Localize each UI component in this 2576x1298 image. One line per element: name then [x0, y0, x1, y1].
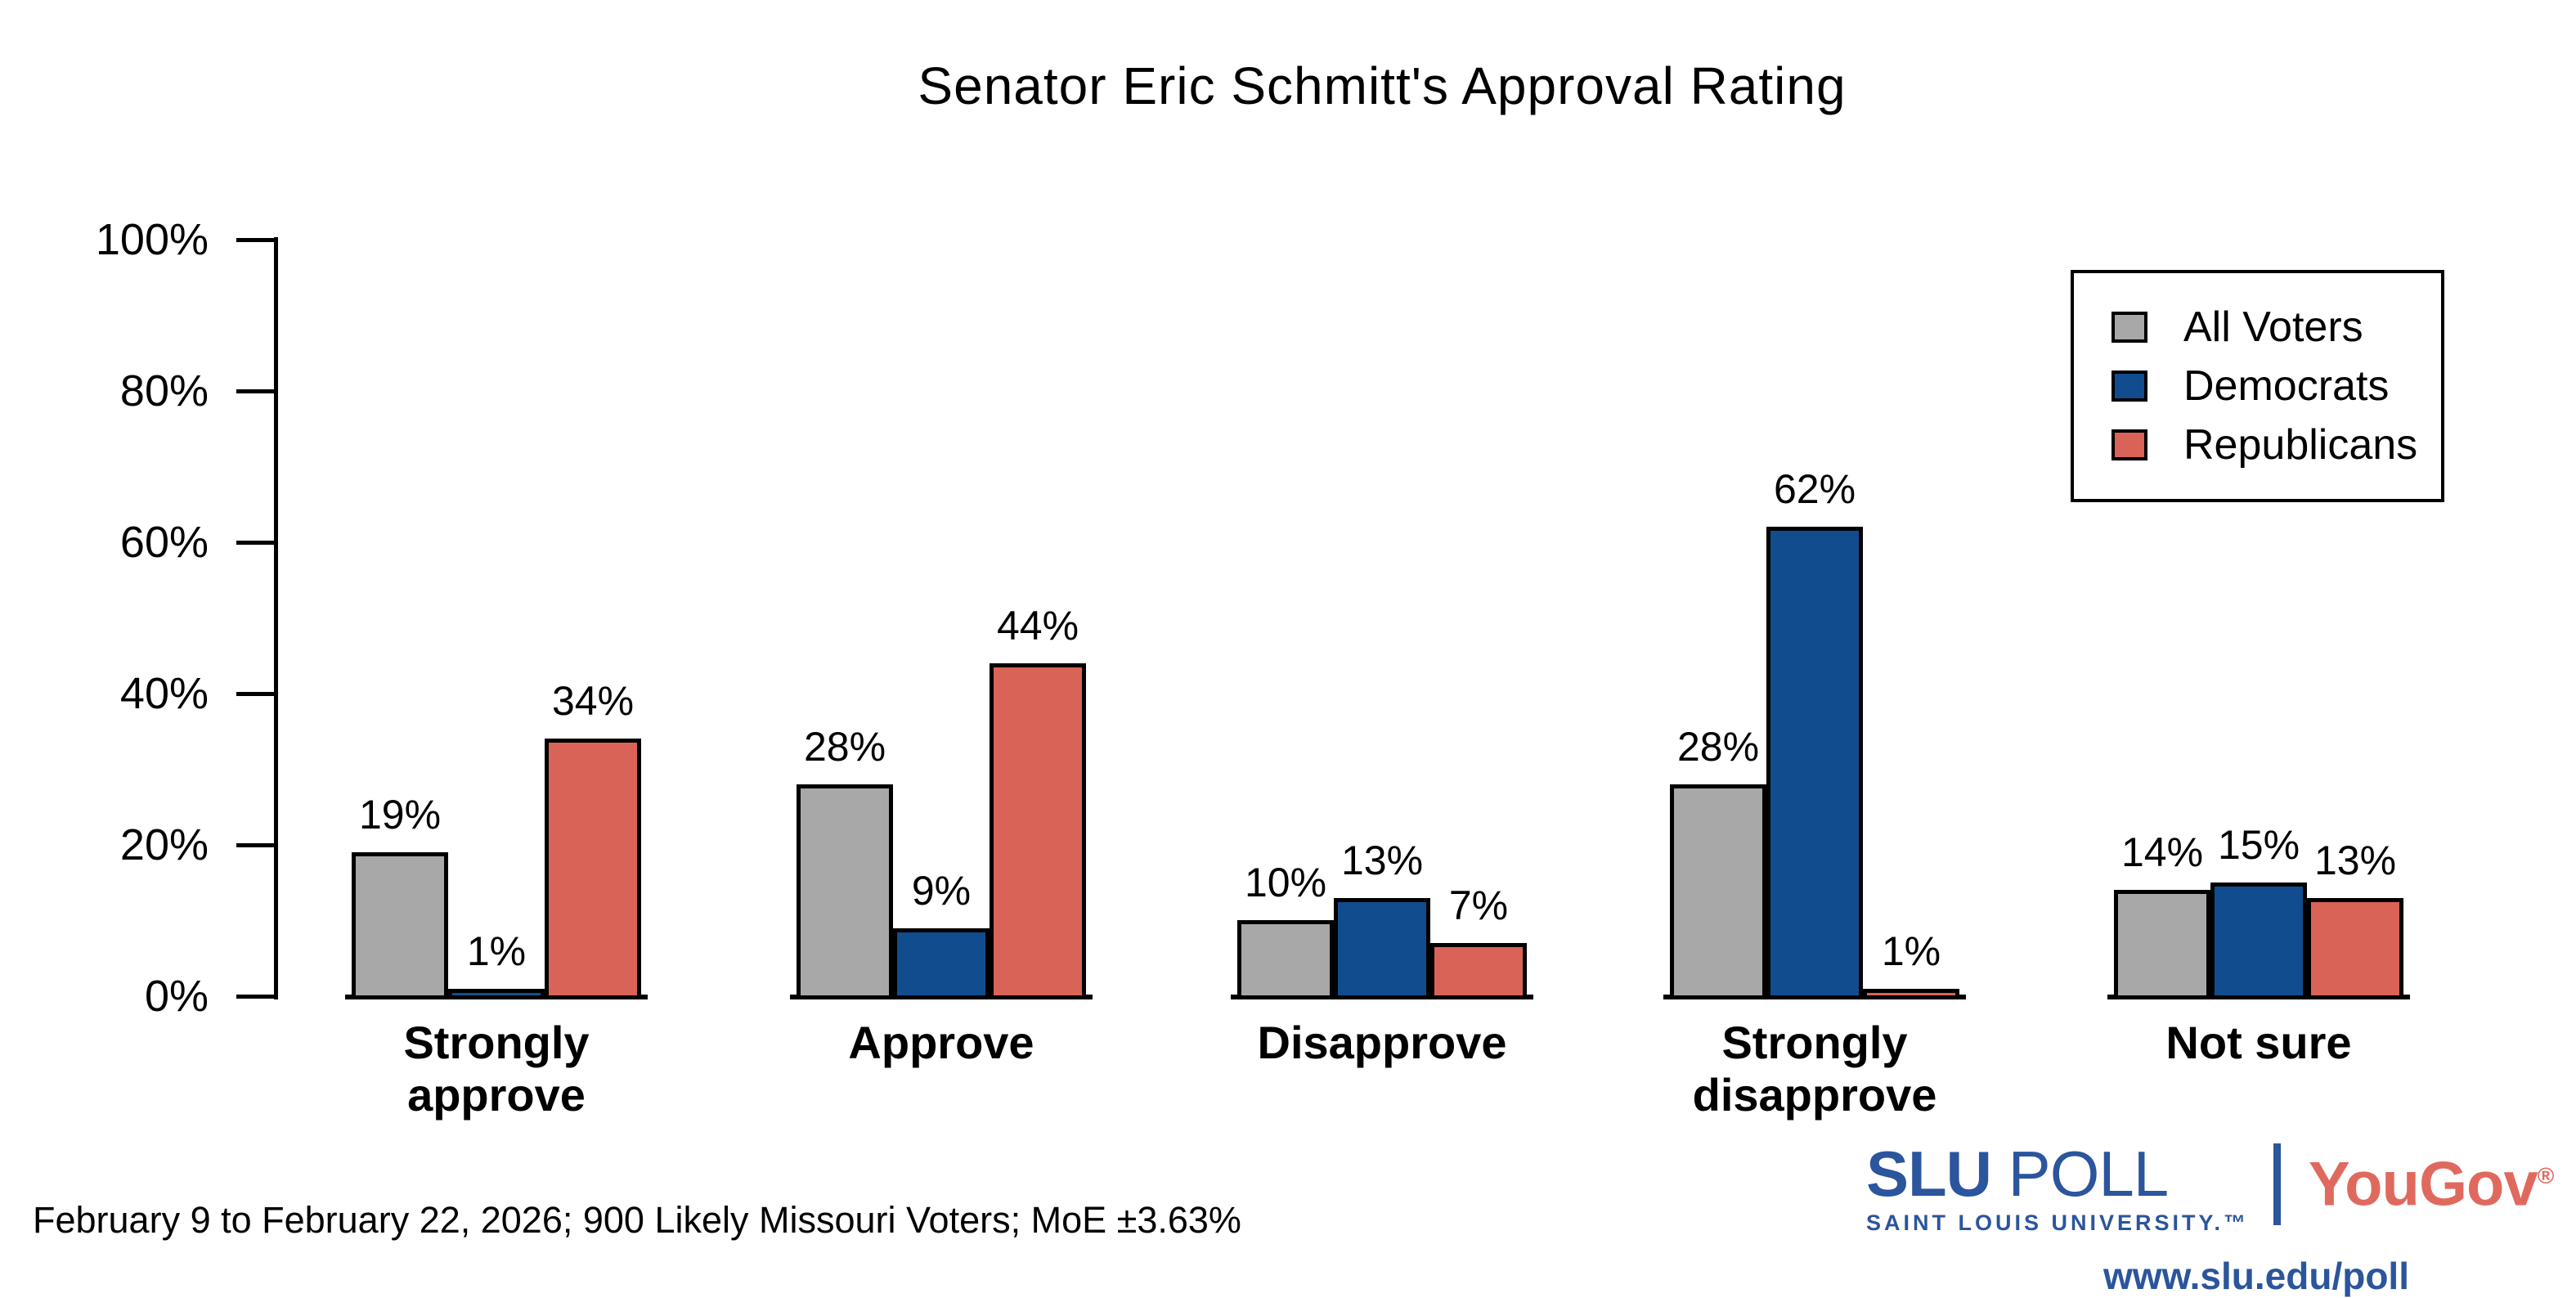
- bar-value-label: 1%: [1881, 928, 1941, 974]
- bar-value-label: 10%: [1244, 860, 1327, 905]
- bar-value-label: 13%: [2313, 838, 2397, 883]
- bar-republicans: [990, 663, 1086, 999]
- category-label: Strongly approve: [403, 1017, 590, 1121]
- y-axis-tick: [236, 843, 274, 847]
- y-axis-tick: [236, 389, 274, 393]
- legend-swatch: [2112, 429, 2147, 460]
- branding: SLU POLL SAINT LOUIS UNIVERSITY.™ YouGov…: [1866, 1142, 2554, 1298]
- y-axis-tick: [236, 541, 274, 545]
- bar-democrats: [893, 928, 990, 999]
- bar-all-voters: [352, 852, 448, 999]
- footnote: February 9 to February 22, 2026; 900 Lik…: [33, 1199, 1241, 1241]
- bar-value-label: 13%: [1340, 838, 1424, 883]
- bar-republicans: [545, 739, 641, 999]
- bar-democrats: [2210, 883, 2307, 999]
- bar-republicans: [1863, 989, 1959, 999]
- category-label: Not sure: [2165, 1017, 2352, 1068]
- legend: All Voters Democrats Republicans: [2071, 270, 2444, 502]
- legend-swatch: [2112, 371, 2147, 402]
- y-axis-line: [274, 237, 278, 999]
- category-label: Disapprove: [1257, 1017, 1507, 1068]
- bar-republicans: [1430, 943, 1527, 999]
- bar-value-label: 28%: [803, 724, 886, 770]
- y-axis-tick-label: 60%: [119, 518, 209, 567]
- bar-value-label: 62%: [1773, 466, 1856, 512]
- poll-logo-text: POLL: [2008, 1138, 2169, 1210]
- y-axis-tick: [236, 238, 274, 242]
- bar-republicans: [2307, 898, 2403, 999]
- y-axis-tick-label: 80%: [119, 366, 209, 415]
- yougov-logo-text: YouGov: [2309, 1149, 2538, 1219]
- bar-value-label: 14%: [2120, 829, 2204, 875]
- slu-poll-wordmark: SLU POLL: [1866, 1142, 2249, 1206]
- bar-value-label: 44%: [996, 603, 1079, 649]
- bar-democrats: [1334, 898, 1430, 999]
- legend-label: All Voters: [2183, 303, 2363, 351]
- registered-mark: ®: [2537, 1163, 2555, 1188]
- bar-all-voters: [1670, 784, 1766, 999]
- bar-democrats: [448, 989, 545, 999]
- y-axis-tick: [236, 995, 274, 999]
- bar-democrats: [1766, 527, 1863, 999]
- slu-poll-logo: SLU POLL SAINT LOUIS UNIVERSITY.™: [1866, 1142, 2250, 1236]
- slu-university-text: SAINT LOUIS UNIVERSITY.™: [1866, 1210, 2250, 1235]
- slu-logo-text: SLU: [1866, 1138, 1992, 1210]
- bar-value-label: 7%: [1448, 883, 1509, 928]
- bar-value-label: 28%: [1676, 724, 1760, 770]
- logo-separator: [2273, 1143, 2282, 1225]
- legend-item: Republicans: [2112, 422, 2441, 468]
- y-axis-tick-label: 100%: [95, 215, 209, 264]
- legend-item: Democrats: [2112, 363, 2441, 409]
- bar-value-label: 19%: [358, 792, 442, 838]
- bar-value-label: 15%: [2217, 822, 2300, 868]
- bar-value-label: 1%: [466, 928, 527, 974]
- y-axis-tick: [236, 692, 274, 696]
- yougov-logo: YouGov®: [2309, 1143, 2555, 1219]
- logo-row: SLU POLL SAINT LOUIS UNIVERSITY.™ YouGov…: [1866, 1142, 2554, 1236]
- bar-value-label: 9%: [911, 868, 972, 914]
- y-axis-tick-label: 20%: [119, 820, 209, 869]
- legend-label: Democrats: [2183, 362, 2390, 410]
- poll-url: www.slu.edu/poll: [2103, 1255, 2409, 1297]
- category-label: Strongly disapprove: [1692, 1017, 1937, 1121]
- category-label: Approve: [848, 1017, 1034, 1068]
- y-axis-tick-label: 40%: [119, 669, 209, 718]
- bar-all-voters: [2114, 890, 2210, 999]
- bar-all-voters: [1237, 920, 1334, 999]
- bar-value-label: 34%: [551, 678, 635, 724]
- legend-label: Republicans: [2183, 421, 2418, 469]
- legend-swatch: [2112, 312, 2147, 343]
- legend-item: All Voters: [2112, 304, 2441, 350]
- chart-title: Senator Eric Schmitt's Approval Rating: [918, 56, 1847, 115]
- bar-all-voters: [797, 784, 893, 999]
- y-axis-tick-label: 0%: [144, 972, 209, 1021]
